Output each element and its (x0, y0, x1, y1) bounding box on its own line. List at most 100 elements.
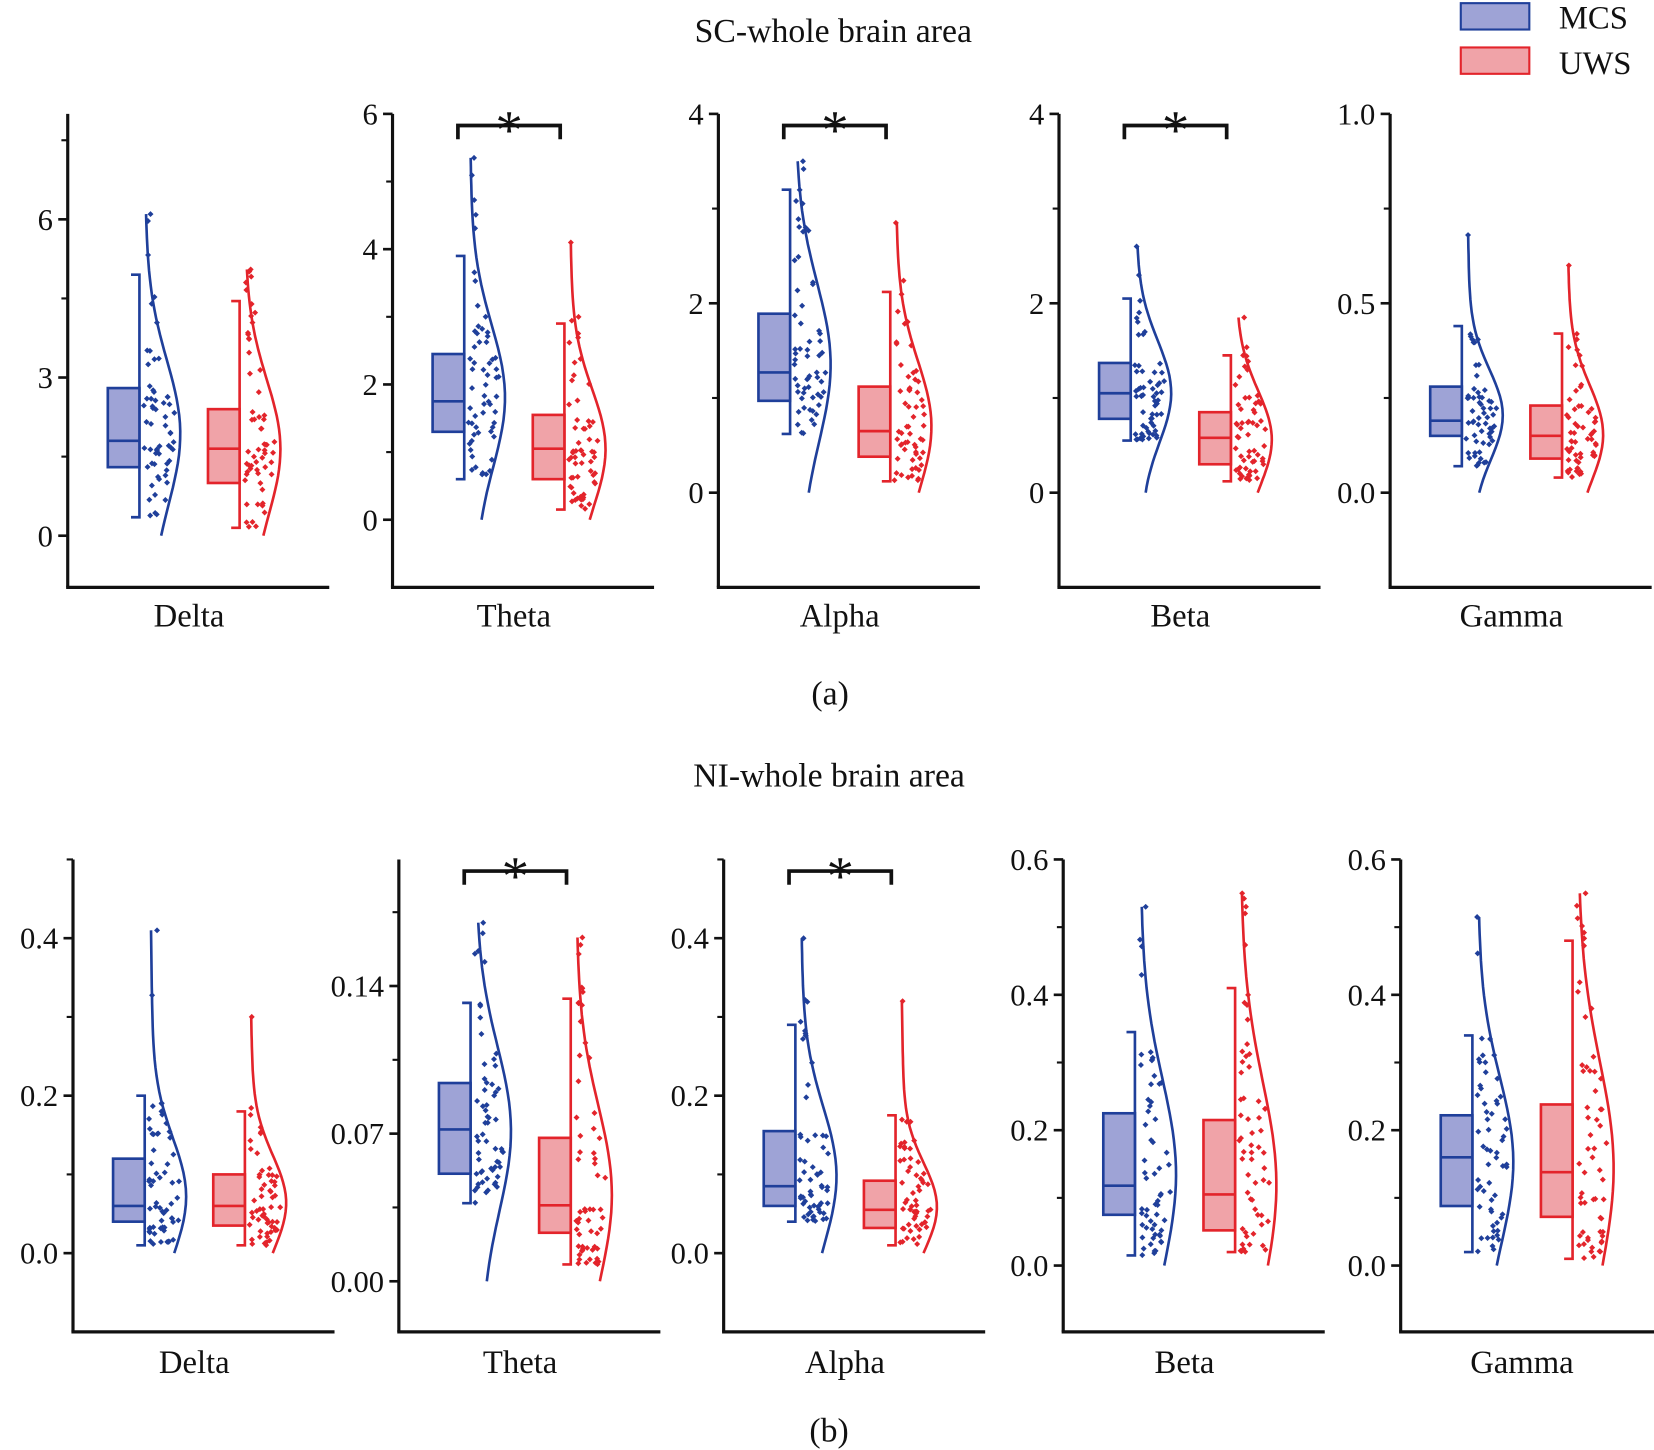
data-point (277, 1204, 284, 1211)
data-point (804, 1217, 811, 1224)
density-curve (1567, 265, 1605, 494)
data-point (1582, 890, 1589, 897)
data-point (1482, 420, 1489, 427)
data-point (165, 442, 172, 449)
data-point (164, 393, 171, 400)
data-point (466, 440, 473, 447)
legend-label-uws: UWS (1559, 46, 1632, 82)
data-point (791, 361, 798, 368)
data-point (1248, 1142, 1255, 1149)
data-point (1140, 331, 1147, 338)
data-point (1476, 1203, 1483, 1210)
data-point (798, 429, 805, 436)
data-point (804, 346, 811, 353)
data-point (163, 1120, 170, 1127)
data-point (801, 404, 808, 411)
box (1428, 385, 1464, 438)
data-point (1588, 436, 1595, 443)
data-point (492, 1116, 499, 1123)
group-mcs (111, 927, 188, 1254)
data-point (1232, 445, 1239, 452)
data-point (254, 1150, 261, 1157)
data-point (249, 319, 256, 326)
data-point (1576, 352, 1583, 359)
group-mcs (1428, 232, 1505, 494)
data-point (917, 1175, 924, 1182)
data-point (1138, 971, 1145, 978)
data-point (257, 1130, 264, 1137)
y-tick-label: 4 (688, 97, 703, 131)
data-point (571, 359, 578, 366)
data-point (144, 463, 151, 470)
data-point (169, 1215, 176, 1222)
data-point (594, 1255, 601, 1262)
data-point (1567, 429, 1574, 436)
data-point (1258, 1212, 1265, 1219)
data-point (802, 997, 809, 1004)
data-point (1481, 1100, 1488, 1107)
data-point (497, 1163, 504, 1170)
data-point (1475, 389, 1482, 396)
data-point (592, 1155, 598, 1162)
data-point (269, 1194, 276, 1201)
data-point (493, 393, 500, 400)
data-point (149, 403, 156, 410)
data-point (273, 1173, 280, 1180)
data-point (471, 197, 478, 204)
data-point (1475, 1128, 1482, 1135)
data-point (1143, 424, 1150, 431)
data-point (1469, 407, 1476, 414)
data-point (495, 373, 502, 380)
data-point (479, 1131, 486, 1138)
data-point (1473, 372, 1480, 379)
data-point (820, 1210, 827, 1217)
group-mcs (437, 919, 513, 1282)
data-point (1140, 1245, 1147, 1252)
data-point (1242, 941, 1249, 948)
data-point (822, 369, 829, 376)
data-point (486, 467, 493, 474)
density-curve (1140, 906, 1178, 1266)
y-tick-label: 4 (362, 233, 377, 267)
data-point (1480, 440, 1487, 446)
data-point (495, 1085, 502, 1092)
data-point (1487, 1206, 1494, 1213)
data-point (801, 1169, 808, 1176)
data-point (1135, 331, 1142, 338)
data-point (248, 273, 255, 280)
data-point (1262, 1246, 1269, 1253)
data-point (1258, 1221, 1265, 1228)
data-point (801, 385, 808, 392)
data-point (1484, 1116, 1491, 1123)
significance-asterisk: * (826, 845, 853, 906)
data-point (1150, 1235, 1157, 1242)
data-point (247, 1111, 254, 1118)
panel-alpha-a: 0 2 4 Alpha * (688, 97, 980, 634)
data-point (1568, 438, 1575, 445)
data-point (168, 1200, 175, 1207)
data-point (1585, 1114, 1592, 1121)
data-point (1239, 1048, 1246, 1055)
data-point (907, 430, 913, 437)
data-point (1482, 1069, 1489, 1076)
box (531, 413, 566, 481)
data-point (156, 476, 163, 483)
data-point (584, 1244, 591, 1251)
data-point (245, 523, 252, 530)
data-point (1150, 431, 1157, 438)
data-point (1597, 1228, 1604, 1235)
data-point (1239, 1225, 1246, 1232)
data-point (477, 1014, 484, 1021)
data-point (791, 257, 798, 264)
box (1101, 1111, 1137, 1217)
density-curve (149, 930, 188, 1254)
data-point (467, 355, 474, 362)
y-tick-label: 0.4 (671, 922, 709, 956)
data-point (1149, 411, 1156, 418)
y-tick-label: 0.2 (1348, 1114, 1386, 1148)
data-point (248, 301, 255, 308)
data-point (1239, 1155, 1246, 1162)
data-point (148, 420, 155, 427)
data-point (166, 401, 173, 408)
